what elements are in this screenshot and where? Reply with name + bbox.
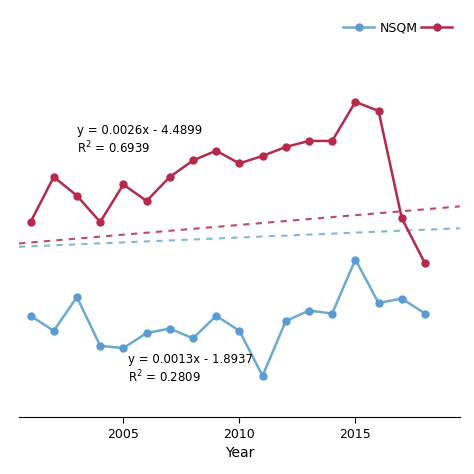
X-axis label: Year: Year [225, 446, 254, 460]
Text: y = 0.0013x - 1.8937
$\mathregular{R^2}$ = 0.2809: y = 0.0013x - 1.8937 $\mathregular{R^2}$… [128, 353, 253, 386]
Text: y = 0.0026x - 4.4899
$\mathregular{R^2}$ = 0.6939: y = 0.0026x - 4.4899 $\mathregular{R^2}$… [77, 124, 202, 157]
Legend: NSQM, : NSQM, [338, 16, 462, 39]
